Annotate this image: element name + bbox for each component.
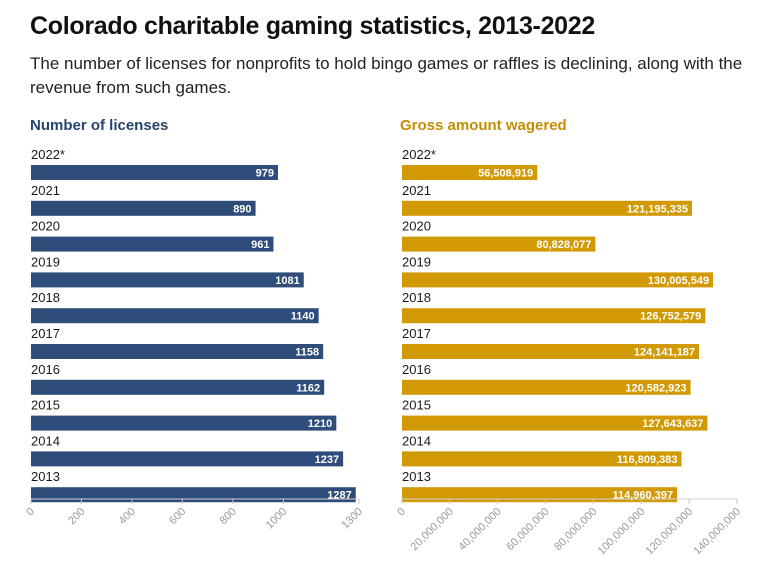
licenses-value-label-2013: 1287 [327, 490, 351, 502]
wagered-bar-chart: 2022* 56,508,919 2021 121,195,335 2020 80,828… [395, 147, 743, 558]
licenses-year-label-2020: 2020 [31, 219, 60, 234]
wagered-year-label-2017: 2017 [402, 326, 431, 341]
wagered-bar-2019 [402, 272, 714, 288]
licenses-bar-2018 [31, 308, 319, 324]
wagered-year-label-2014: 2014 [402, 433, 431, 448]
licenses-year-label-2018: 2018 [31, 290, 60, 305]
wagered-year-label-2020: 2020 [402, 219, 431, 234]
wagered-tick-label: 100,000,000 [596, 506, 648, 558]
wagered-year-label-2016: 2016 [402, 362, 431, 377]
wagered-tick-label: 140,000,000 [691, 506, 743, 558]
licenses-value-label-2021: 890 [233, 203, 251, 215]
wagered-bar-2017 [402, 344, 700, 359]
wagered-value-label-2019: 130,005,549 [648, 275, 709, 287]
licenses-bar-2021 [31, 200, 256, 216]
wagered-bar-2016 [402, 379, 691, 395]
wagered-bar-2013 [402, 487, 678, 503]
wagered-value-label-2014: 116,809,383 [617, 454, 678, 466]
licenses-year-label-2017: 2017 [31, 326, 60, 341]
licenses-tick-label: 0 [24, 506, 37, 519]
wagered-tick-label: 0 [395, 506, 408, 519]
licenses-value-label-2017: 1158 [295, 347, 319, 359]
licenses-year-label-2019: 2019 [31, 254, 60, 269]
licenses-year-label-2013: 2013 [31, 469, 60, 484]
wagered-bar-2014 [402, 451, 682, 467]
licenses-tick-label: 400 [117, 506, 138, 527]
wagered-tick-label: 80,000,000 [552, 506, 599, 553]
wagered-value-label-2016: 120,582,923 [625, 382, 686, 394]
wagered-tick-label: 40,000,000 [456, 506, 503, 553]
licenses-tick-label: 200 [66, 506, 87, 527]
licenses-value-label-2018: 1140 [291, 311, 315, 323]
licenses-year-label-2021: 2021 [31, 183, 60, 198]
licenses-year-label-2016: 2016 [31, 362, 60, 377]
licenses-bar-2016 [31, 379, 325, 395]
wagered-panel-title: Gross amount wagered [400, 117, 567, 134]
wagered-value-label-2020: 80,828,077 [536, 239, 591, 251]
licenses-value-label-2019: 1081 [275, 275, 299, 287]
wagered-tick-label: 20,000,000 [409, 506, 456, 553]
licenses-bar-chart: 2022* 979 2021 890 2020 961 2019 1081 2018 1140 20… [24, 147, 365, 532]
licenses-tick-label: 1000 [264, 506, 290, 532]
wagered-value-label-2015: 127,643,637 [642, 418, 703, 430]
wagered-year-label-2015: 2015 [402, 398, 431, 413]
licenses-year-label-2022: 2022* [31, 147, 65, 162]
licenses-value-label-2020: 961 [251, 239, 269, 251]
licenses-value-label-2014: 1237 [315, 454, 339, 466]
wagered-value-label-2017: 124,141,187 [634, 347, 695, 359]
chart-title: Colorado charitable gaming statistics, 2… [30, 12, 595, 40]
wagered-year-label-2022: 2022* [402, 147, 436, 162]
licenses-tick-label: 600 [167, 506, 188, 527]
wagered-year-label-2019: 2019 [402, 254, 431, 269]
wagered-bar-2018 [402, 308, 706, 324]
wagered-year-label-2013: 2013 [402, 469, 431, 484]
wagered-bar-2021 [402, 200, 693, 216]
licenses-tick-label: 1300 [339, 506, 365, 532]
chart-subtitle: The number of licenses for nonprofits to… [30, 54, 743, 97]
licenses-bar-2013 [31, 487, 356, 503]
licenses-tick-label: 800 [218, 506, 239, 527]
licenses-value-label-2016: 1162 [296, 382, 320, 394]
wagered-year-label-2021: 2021 [402, 183, 431, 198]
wagered-bar-2015 [402, 415, 708, 431]
wagered-year-label-2018: 2018 [402, 290, 431, 305]
licenses-bar-2014 [31, 451, 344, 467]
licenses-bar-2022 [31, 165, 279, 180]
wagered-value-label-2018: 126,752,579 [640, 311, 701, 323]
wagered-tick-label: 120,000,000 [644, 506, 696, 558]
licenses-bar-2019 [31, 272, 304, 288]
wagered-value-label-2022: 56,508,919 [478, 168, 533, 180]
licenses-panel-title: Number of licenses [30, 117, 169, 134]
licenses-year-label-2014: 2014 [31, 433, 60, 448]
wagered-bar-2020 [402, 236, 596, 252]
licenses-value-label-2022: 979 [256, 168, 274, 180]
licenses-year-label-2015: 2015 [31, 398, 60, 413]
licenses-bar-2015 [31, 415, 337, 431]
licenses-bar-2017 [31, 344, 324, 359]
wagered-bar-2022 [402, 165, 538, 180]
wagered-tick-label: 60,000,000 [504, 506, 551, 553]
wagered-value-label-2013: 114,960,397 [613, 490, 674, 502]
licenses-value-label-2015: 1210 [308, 418, 332, 430]
wagered-value-label-2021: 121,195,335 [627, 203, 688, 215]
licenses-bar-2020 [31, 236, 274, 252]
